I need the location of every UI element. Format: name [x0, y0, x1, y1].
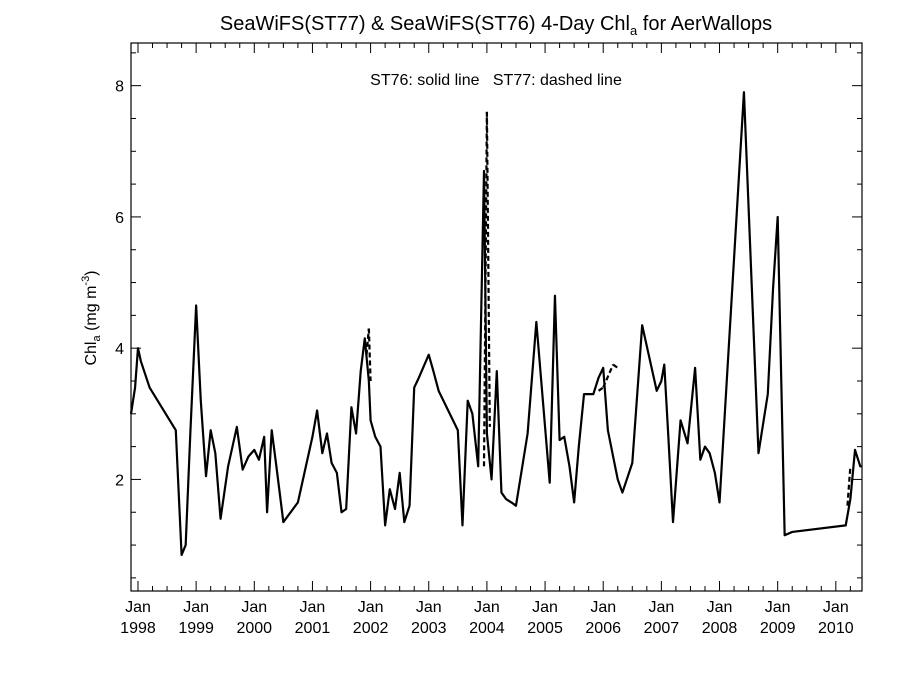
- x-tick-year: 2005: [527, 620, 563, 637]
- x-tick-year: 2008: [702, 620, 738, 637]
- series-st77-dashed-segment: [482, 111, 489, 467]
- x-tick-year: 1998: [120, 620, 156, 637]
- x-tick-year: 2002: [353, 620, 389, 637]
- series-st77-dashed-segment: [846, 466, 852, 506]
- series-st77-dashed-segment: [602, 364, 615, 388]
- x-tick-year: 2001: [295, 620, 331, 637]
- series-st77-dashed-segment: [485, 111, 491, 427]
- y-tick-label: 6: [115, 210, 124, 227]
- x-tick-month: Jan: [707, 599, 733, 616]
- x-tick-year: 2009: [760, 620, 796, 637]
- series-st76-solid-line: [129, 91, 862, 557]
- y-tick-label: 8: [115, 79, 124, 96]
- x-axis: Jan 1998 Jan 1999 Jan 2000 Jan 2001 Jan 2002 Jan 20…: [120, 43, 854, 637]
- x-tick-month: Jan: [241, 599, 267, 616]
- x-tick-year: 2007: [644, 620, 680, 637]
- y-axis-label: Chla (mg m-3): [80, 270, 103, 365]
- x-tick-year: 2006: [585, 620, 621, 637]
- y-tick-label: 2: [115, 472, 124, 489]
- series-st77-dashed-segment: [367, 328, 372, 382]
- series-st77-dashed-segment: [597, 386, 604, 392]
- x-tick-month: Jan: [416, 599, 442, 616]
- x-tick-month: Jan: [300, 599, 326, 616]
- series-st77-dashed-segment: [365, 328, 370, 355]
- series-st77-dashed-segment: [612, 363, 619, 369]
- x-tick-month: Jan: [765, 599, 791, 616]
- x-tick-year: 2003: [411, 620, 447, 637]
- x-tick-month: Jan: [474, 599, 500, 616]
- x-tick-month: Jan: [125, 599, 151, 616]
- x-tick-year: 2000: [236, 620, 272, 637]
- y-axis: 2 4 6 8: [115, 52, 862, 579]
- x-tick-month: Jan: [823, 599, 849, 616]
- x-tick-month: Jan: [532, 599, 558, 616]
- x-tick-month: Jan: [183, 599, 209, 616]
- x-tick-month: Jan: [648, 599, 674, 616]
- x-tick-year: 1999: [178, 620, 214, 637]
- y-tick-label: 4: [115, 341, 124, 358]
- chart-title: SeaWiFS(ST77) & SeaWiFS(ST76) 4-Day Chla…: [220, 13, 772, 38]
- x-tick-year: 2010: [818, 620, 854, 637]
- series-group: [129, 91, 862, 557]
- x-tick-month: Jan: [590, 599, 616, 616]
- x-tick-year: 2004: [469, 620, 505, 637]
- x-tick-month: Jan: [358, 599, 384, 616]
- line-style-annotation: ST76: solid line ST77: dashed line: [370, 72, 622, 89]
- plot-frame: [130, 42, 863, 592]
